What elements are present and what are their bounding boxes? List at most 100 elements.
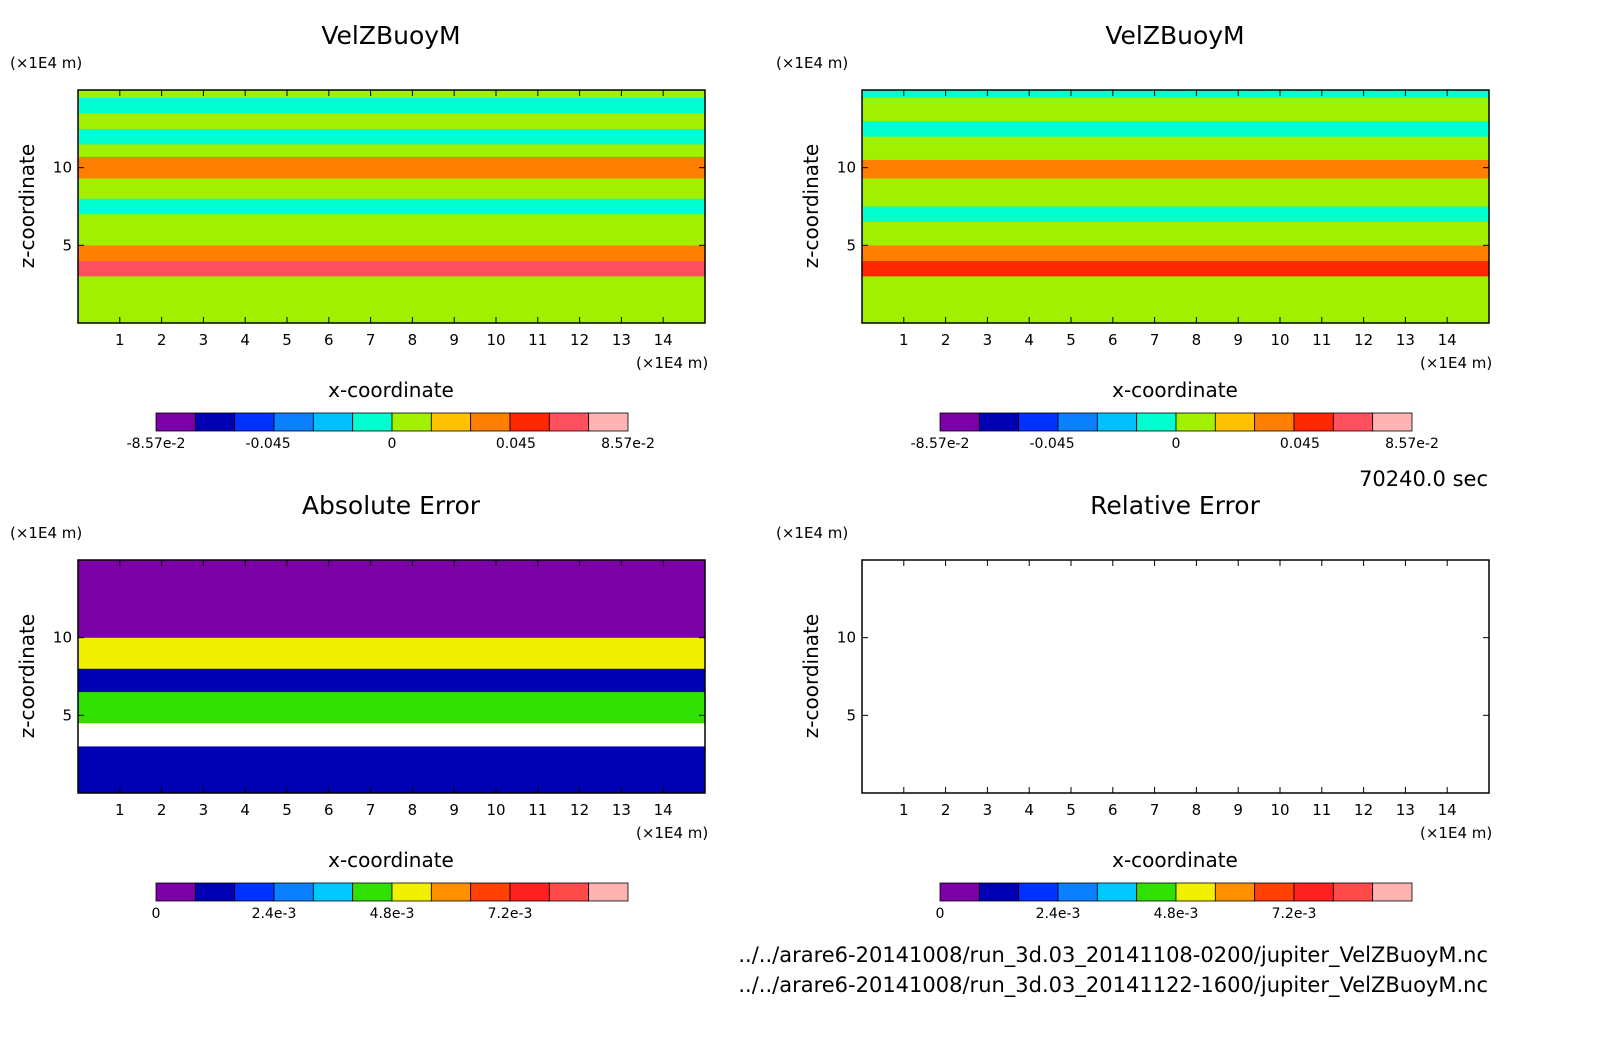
x-tick-labels: 1 2 3 4 5 6 7 8 9 10 11 12 13 14 (899, 90, 1457, 349)
y-axis-title: z-coordinate (799, 614, 823, 738)
x-tick-label: 2 (157, 801, 167, 819)
x-tick-label: 12 (1354, 331, 1373, 349)
colorbar-swatch (273, 412, 314, 432)
y-tick-label: 5 (846, 706, 856, 724)
panel-title: Absolute Error (302, 491, 481, 520)
colorbar-tick-label: 0 (936, 906, 945, 922)
x-tick-labels: 1 2 3 4 5 6 7 8 9 10 11 12 13 14 (115, 90, 673, 349)
x-unit-label: (×1E4 m) (1420, 354, 1492, 372)
contour-band (862, 178, 1489, 207)
panel-relative-error: Relative Error (×1E4 m) (×1E4 m) x-coord… (776, 491, 1492, 922)
x-tick-label: 10 (1270, 331, 1289, 349)
colorbar-tick-label: 7.2e-3 (488, 906, 533, 922)
contour-band (78, 637, 705, 669)
y-tick-labels: 5 10 (837, 159, 1489, 254)
x-tick-label: 4 (240, 801, 250, 819)
x-tick-label: 5 (282, 331, 292, 349)
contour-field (78, 90, 705, 323)
colorbar-swatch (1293, 412, 1334, 432)
y-tick-labels: 5 10 (837, 629, 1489, 724)
x-tick-label: 2 (941, 801, 951, 819)
y-unit-label: (×1E4 m) (10, 54, 82, 72)
colorbar-swatch (155, 882, 196, 902)
colorbar-tick-label: 7.2e-3 (1272, 906, 1317, 922)
x-tick-label: 2 (157, 331, 167, 349)
x-tick-label: 5 (1066, 331, 1076, 349)
colorbar-swatch (509, 882, 550, 902)
x-tick-label: 6 (1108, 331, 1118, 349)
colorbar-swatch (1254, 882, 1295, 902)
contour-band (862, 159, 1489, 179)
x-tick-label: 3 (983, 331, 993, 349)
y-tick-label: 10 (53, 629, 72, 647)
colorbar-tick-label: 0 (1172, 436, 1181, 452)
colorbar-tick-label: 2.4e-3 (1036, 906, 1081, 922)
panel-title: VelZBuoyM (321, 21, 460, 50)
y-tick-label: 10 (837, 159, 856, 177)
x-tick-label: 12 (570, 801, 589, 819)
x-axis-title: x-coordinate (328, 848, 454, 872)
x-tick-label: 7 (1150, 331, 1160, 349)
colorbar: -8.57e-2 -0.045 0 0.045 8.57e-2 (911, 412, 1439, 452)
y-axis-title: z-coordinate (15, 144, 39, 268)
y-unit-label: (×1E4 m) (776, 54, 848, 72)
x-unit-label: (×1E4 m) (636, 354, 708, 372)
colorbar-swatch (548, 882, 590, 902)
panel-title: VelZBuoyM (1105, 21, 1244, 50)
colorbar-swatch (1372, 412, 1413, 432)
contour-band (78, 723, 705, 747)
x-tick-label: 6 (324, 331, 334, 349)
contour-field (78, 560, 705, 793)
x-tick-label: 8 (1192, 801, 1202, 819)
y-tick-label: 5 (846, 236, 856, 254)
x-axis-title: x-coordinate (328, 378, 454, 402)
x-tick-label: 12 (570, 331, 589, 349)
panel-absolute-error: Absolute Error (×1E4 m) (×1E4 m) x-coord… (10, 491, 708, 922)
field-background (862, 560, 1489, 793)
y-tick-label: 10 (837, 629, 856, 647)
colorbar-swatch (588, 882, 629, 902)
x-unit-label: (×1E4 m) (1420, 824, 1492, 842)
contour-band (862, 222, 1489, 246)
file-path-run2: ../../arare6-20141008/run_3d.03_20141122… (738, 973, 1488, 998)
x-tick-label: 13 (1396, 331, 1415, 349)
colorbar-swatch (312, 412, 354, 432)
x-tick-label: 10 (1270, 801, 1289, 819)
x-axis-title: x-coordinate (1112, 848, 1238, 872)
colorbar-swatch (470, 882, 511, 902)
colorbar-swatch (588, 412, 629, 432)
x-tick-label: 13 (612, 801, 631, 819)
colorbar-swatch (1175, 882, 1216, 902)
contour-band (78, 260, 705, 277)
colorbar-swatch (273, 882, 314, 902)
contour-band (78, 144, 705, 157)
contour-band (862, 136, 1489, 160)
y-tick-label: 10 (53, 159, 72, 177)
colorbar-swatch (352, 412, 393, 432)
colorbar-tick-label: 2.4e-3 (252, 906, 297, 922)
colorbar-swatch (1332, 412, 1374, 432)
contour-band (862, 245, 1489, 261)
x-tick-label: 3 (983, 801, 993, 819)
colorbar-swatch (430, 412, 472, 432)
contour-field (862, 560, 1489, 793)
y-unit-label: (×1E4 m) (776, 524, 848, 542)
colorbar-swatch (978, 412, 1020, 432)
contour-band (78, 156, 705, 179)
x-tick-label: 8 (408, 801, 418, 819)
contour-band (78, 746, 705, 793)
contour-band (78, 97, 705, 114)
colorbar-swatch (234, 882, 275, 902)
panel-velzbuoym-run2: VelZBuoyM (×1E4 m) (×1E4 m) x-coordinate… (776, 21, 1492, 452)
contour-band (78, 668, 705, 693)
colorbar-swatch (978, 882, 1020, 902)
contour-band (862, 121, 1489, 137)
plot-frame (861, 89, 1490, 324)
plot-frame (77, 559, 706, 794)
colorbar-swatch (1136, 412, 1177, 432)
contour-band (78, 178, 705, 199)
x-unit-label: (×1E4 m) (636, 824, 708, 842)
y-tick-label: 5 (62, 236, 72, 254)
x-tick-label: 7 (366, 801, 376, 819)
